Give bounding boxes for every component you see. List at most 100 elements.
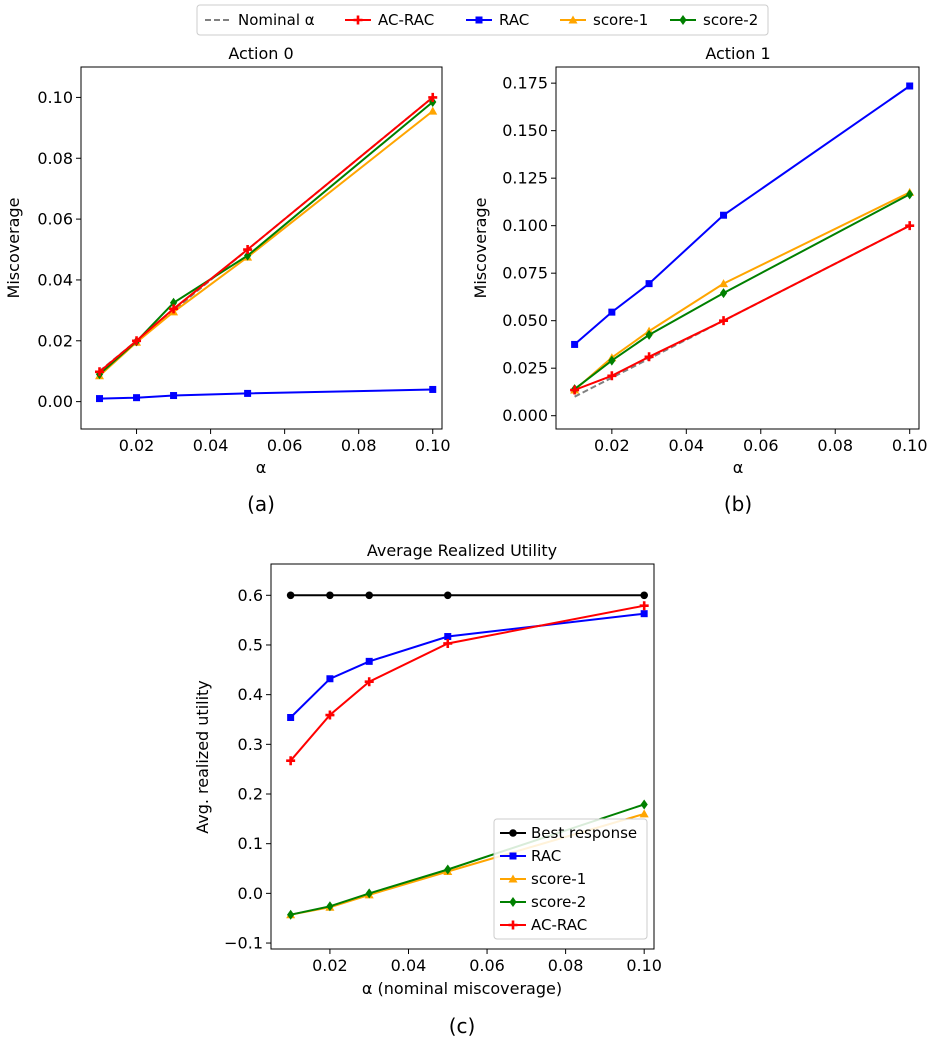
axes-frame (555, 66, 920, 430)
series-ac-rac (570, 221, 915, 395)
data-point-ac-rac (719, 316, 729, 326)
data-point-ac-rac (286, 756, 296, 766)
x-tick-label: 0.02 (119, 436, 155, 455)
data-point-rac (444, 633, 452, 641)
chart-title: Action 1 (705, 44, 770, 63)
legend-item-nominal: Nominal α (205, 11, 315, 29)
series-line-rac (573, 85, 911, 346)
legend-label: Nominal α (238, 11, 315, 29)
x-tick-label: 0.10 (892, 436, 928, 455)
legend-label: RAC (531, 847, 561, 865)
series-rac (571, 82, 914, 348)
x-tick-label: 0.08 (548, 956, 584, 975)
plot-area: 0.02 0.04 0.06 0.08 0.10 0.00 0.02 0.04 0.06 0.08… (37, 66, 451, 455)
data-point-rac (365, 657, 373, 665)
data-point-best-response (640, 591, 648, 600)
x-tick-label: 0.06 (267, 436, 303, 455)
data-point-rac (170, 392, 178, 400)
legend-item-score-1: score-1 (560, 11, 648, 29)
data-point-score-2 (444, 864, 452, 875)
x-tick-label: 0.10 (415, 436, 451, 455)
legend-item-score-1: score-1 (500, 870, 586, 888)
data-point-best-response (286, 591, 295, 600)
series-line-ac-rac (98, 96, 434, 373)
y-tick-label: 0.175 (502, 74, 548, 93)
data-point-rac (720, 211, 728, 219)
x-tick-label: 0.02 (594, 436, 630, 455)
data-point-score-2 (645, 329, 653, 340)
series-line-score-1 (98, 110, 434, 377)
legend-frame (493, 818, 648, 940)
data-point-score-1 (719, 279, 729, 288)
data-point-score-1 (639, 809, 649, 818)
legend-marker (353, 15, 363, 25)
series-score-2 (95, 96, 437, 380)
data-point-score-2 (608, 355, 616, 366)
legend-label: score-1 (593, 11, 648, 29)
data-point-rac (244, 389, 252, 397)
panel-label-a: (a) (247, 492, 275, 516)
data-point-rac (96, 395, 104, 403)
panel-label-b: (b) (724, 492, 752, 516)
top-legend: Nominal α AC-RAC RAC score-1 score-2 (196, 4, 769, 36)
data-point-ac-rac (428, 92, 438, 102)
series-line-ac-rac (574, 224, 911, 391)
y-tick-label: 0.150 (502, 121, 548, 140)
y-tick-label: 0.100 (502, 216, 548, 235)
x-tick-label: 0.04 (668, 436, 704, 455)
data-point-ac-rac (325, 710, 335, 720)
data-point-rac (640, 610, 648, 618)
legend-marker (568, 15, 578, 24)
y-tick-label: 0.1 (238, 834, 263, 853)
data-point-rac (429, 385, 437, 393)
legend-item-rac: RAC (500, 847, 561, 865)
data-point-ac-rac (570, 385, 580, 395)
x-tick-label: 0.02 (312, 956, 348, 975)
series-line-score-2 (573, 193, 911, 390)
x-tick-label: 0.08 (817, 436, 853, 455)
y-tick-label: 0.5 (238, 635, 263, 654)
x-axis-label: α (256, 458, 267, 477)
chart-legend: Best response RAC score-1 score-2 AC-RAC (493, 818, 648, 940)
series-line-score-2 (98, 101, 434, 375)
y-tick-label: 0.10 (37, 88, 73, 107)
y-tick-label: 0.3 (238, 735, 263, 754)
data-point-ac-rac (644, 352, 654, 362)
data-point-rac (645, 280, 653, 288)
legend-marker (509, 897, 517, 907)
x-tick-label: 0.10 (626, 956, 662, 975)
legend-item-ac-rac: AC-RAC (500, 916, 587, 934)
y-tick-label: 0.00 (37, 392, 73, 411)
data-point-score-1 (428, 106, 438, 115)
data-point-ac-rac (132, 336, 142, 346)
legend-label: score-2 (531, 893, 586, 911)
legend-item-score-2: score-2 (500, 893, 586, 911)
data-point-score-2 (906, 189, 914, 200)
top-legend-items: Nominal α AC-RAC RAC score-1 score-2 (205, 11, 758, 29)
data-point-score-2 (365, 888, 373, 899)
data-point-ac-rac (905, 221, 915, 231)
y-tick-label: 0.08 (37, 149, 73, 168)
x-tick-label: 0.04 (193, 436, 229, 455)
data-point-rac (287, 714, 295, 722)
legend-marker (509, 829, 517, 837)
y-tick-label: 0.4 (238, 685, 263, 704)
data-point-best-response (365, 591, 374, 600)
y-tick-label: 0.0 (238, 884, 263, 903)
series-rac (96, 385, 437, 403)
data-point-ac-rac (95, 367, 105, 377)
legend-marker (509, 852, 517, 860)
chart-title: Action 0 (228, 44, 293, 63)
x-tick-label: 0.04 (391, 956, 427, 975)
legend-item-ac-rac: AC-RAC (345, 11, 434, 29)
panel-action-1: Action 1 α Miscoverage 0.02 0.04 0.06 0.08 0… (471, 44, 928, 516)
legend-item-rac: RAC (466, 11, 529, 29)
legend-item-best-response: Best response (500, 824, 637, 842)
x-tick-label: 0.06 (743, 436, 779, 455)
series-line-ac-rac (289, 604, 645, 762)
data-point-rac (133, 394, 141, 402)
series-ac-rac (95, 92, 438, 377)
panel-label-c: (c) (449, 1014, 476, 1038)
y-tick-label: 0.000 (502, 406, 548, 425)
